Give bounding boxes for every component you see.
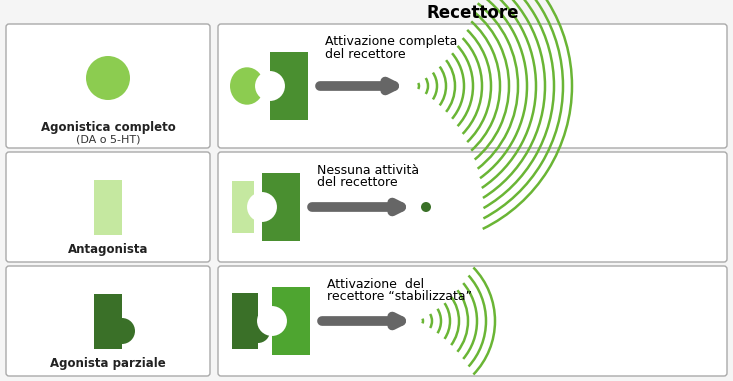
- Circle shape: [255, 71, 285, 101]
- Circle shape: [86, 56, 130, 100]
- Text: recettore “stabilizzata”: recettore “stabilizzata”: [327, 290, 472, 303]
- Text: (DA o 5-HT): (DA o 5-HT): [75, 134, 140, 144]
- Circle shape: [257, 306, 287, 336]
- Bar: [272, 287, 310, 355]
- Text: Attivazione completa: Attivazione completa: [325, 35, 457, 48]
- Bar: [270, 52, 308, 120]
- Bar: [232, 293, 258, 349]
- Circle shape: [109, 318, 135, 344]
- Bar: [262, 173, 300, 241]
- FancyBboxPatch shape: [6, 152, 210, 262]
- Text: Nessuna attività: Nessuna attività: [317, 163, 419, 176]
- Circle shape: [246, 319, 270, 343]
- Bar: [94, 179, 122, 234]
- Text: del recettore: del recettore: [325, 48, 405, 61]
- FancyBboxPatch shape: [218, 152, 727, 262]
- Bar: [232, 181, 254, 233]
- Bar: [94, 293, 122, 349]
- Text: Agonista parziale: Agonista parziale: [50, 357, 166, 370]
- FancyBboxPatch shape: [6, 24, 210, 148]
- Text: Recettore: Recettore: [427, 5, 519, 22]
- Ellipse shape: [230, 67, 264, 105]
- FancyBboxPatch shape: [218, 24, 727, 148]
- FancyBboxPatch shape: [6, 266, 210, 376]
- Circle shape: [421, 202, 431, 212]
- Text: Agonistica completo: Agonistica completo: [40, 122, 175, 134]
- Circle shape: [247, 192, 277, 222]
- FancyBboxPatch shape: [218, 266, 727, 376]
- Text: Attivazione  del: Attivazione del: [327, 277, 424, 290]
- Text: del recettore: del recettore: [317, 176, 397, 189]
- Text: Antagonista: Antagonista: [67, 243, 148, 256]
